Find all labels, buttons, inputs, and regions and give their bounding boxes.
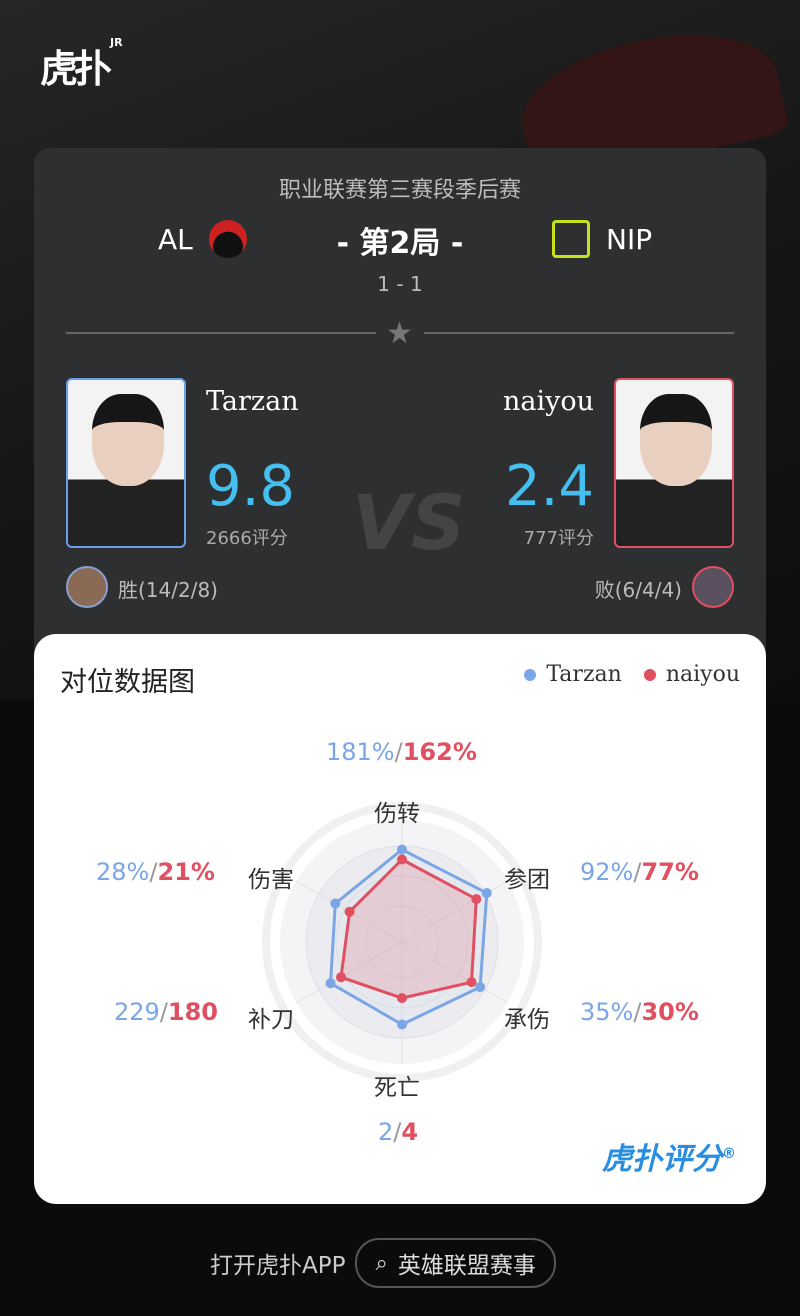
chart-title: 对位数据图: [60, 667, 195, 698]
search-icon: ⌕: [375, 1250, 388, 1276]
legend-item-naiyou: naiyou: [643, 662, 740, 687]
radar-spoke: [296, 941, 403, 1004]
open-app-link[interactable]: 打开虎扑APP: [210, 1253, 346, 1279]
radar-point: [397, 854, 407, 865]
value-label: 181%/162%: [326, 738, 477, 766]
vs-label: VS: [352, 478, 466, 567]
champion-icon: [692, 566, 734, 608]
value-naiyou: 30%: [641, 998, 699, 1026]
radar-point: [397, 1019, 407, 1030]
nip-logo-icon: [552, 220, 590, 258]
player-result: 胜(14/2/8): [118, 578, 218, 602]
player-rating: 9.8: [206, 454, 296, 519]
value-naiyou: 4: [401, 1118, 419, 1146]
radar-outer-ring: [262, 802, 542, 1082]
champion-icon: [66, 566, 108, 608]
value-label: 28%/21%: [96, 858, 215, 886]
radar-point: [466, 977, 477, 988]
hupu-rating-watermark: 虎扑评分®: [602, 1142, 736, 1177]
value-naiyou: 180: [167, 998, 219, 1026]
home-team-name: AL: [158, 222, 193, 256]
match-card: 职业联赛第三赛段季后赛 AL - 第2局 - NIP 1 - 1 ★ Tarza…: [34, 148, 766, 668]
radar-point: [330, 898, 341, 909]
radar-point: [344, 906, 355, 917]
value-label: 2/4: [378, 1118, 419, 1146]
player-points: 777评分: [523, 528, 594, 549]
axis-label: 补刀: [248, 1007, 294, 1033]
radar-point: [481, 888, 492, 899]
value-tarzan: 229: [114, 998, 160, 1026]
player-photo-tarzan[interactable]: [66, 378, 186, 548]
value-tarzan: 35%: [580, 998, 634, 1026]
axis-label: 伤转: [374, 801, 420, 827]
footer: 打开虎扑APP ⌕ 英雄联盟赛事: [210, 1238, 556, 1288]
divider: [66, 332, 376, 334]
search-button[interactable]: ⌕ 英雄联盟赛事: [355, 1238, 556, 1288]
value-tarzan: 28%: [96, 858, 150, 886]
radar-point: [471, 894, 482, 905]
legend-item-tarzan: Tarzan: [524, 662, 622, 687]
away-team-name: NIP: [606, 222, 653, 256]
value-tarzan: 92%: [580, 858, 634, 886]
axis-label: 死亡: [374, 1075, 420, 1101]
radar-point: [397, 844, 407, 855]
radar-point: [325, 978, 336, 989]
player-name: naiyou: [502, 386, 594, 417]
value-label: 229/180: [114, 998, 219, 1026]
axis-label: 承伤: [504, 1007, 550, 1033]
value-tarzan: 181%: [326, 738, 395, 766]
league-name: 职业联赛第三赛段季后赛: [278, 178, 521, 203]
divider: [424, 332, 734, 334]
player-photo-naiyou[interactable]: [614, 378, 734, 548]
radar-chart: [262, 802, 542, 1082]
series-score: 1 - 1: [377, 272, 423, 296]
value-naiyou: 162%: [402, 738, 477, 766]
hupu-logo: 虎扑JR: [40, 36, 123, 91]
player-rating: 2.4: [504, 454, 594, 519]
radar-point: [336, 972, 347, 983]
axis-label: 参团: [504, 867, 550, 893]
axis-label: 伤害: [248, 867, 294, 893]
home-team[interactable]: AL: [158, 220, 247, 258]
radar-spoke: [401, 941, 508, 1004]
player-points: 2666评分: [206, 528, 288, 549]
value-label: 92%/77%: [580, 858, 699, 886]
star-icon: ★: [386, 316, 413, 351]
player-name: Tarzan: [206, 386, 299, 417]
chart-legend: Tarzan naiyou: [524, 662, 740, 687]
search-label: 英雄联盟赛事: [397, 1253, 536, 1279]
player-result: 败(6/4/4): [594, 578, 682, 602]
al-logo-icon: [208, 220, 247, 258]
away-team[interactable]: NIP: [552, 220, 652, 258]
value-tarzan: 2: [378, 1118, 394, 1146]
value-naiyou: 21%: [157, 858, 215, 886]
radar-point: [397, 993, 407, 1004]
matchup-chart-panel: 对位数据图 Tarzan naiyou 伤转 181%/162% 参团 92%/77%…: [34, 634, 766, 1204]
value-label: 35%/30%: [580, 998, 699, 1026]
radar-point: [475, 982, 486, 993]
value-naiyou: 77%: [641, 858, 699, 886]
game-label: - 第2局 -: [336, 226, 464, 261]
